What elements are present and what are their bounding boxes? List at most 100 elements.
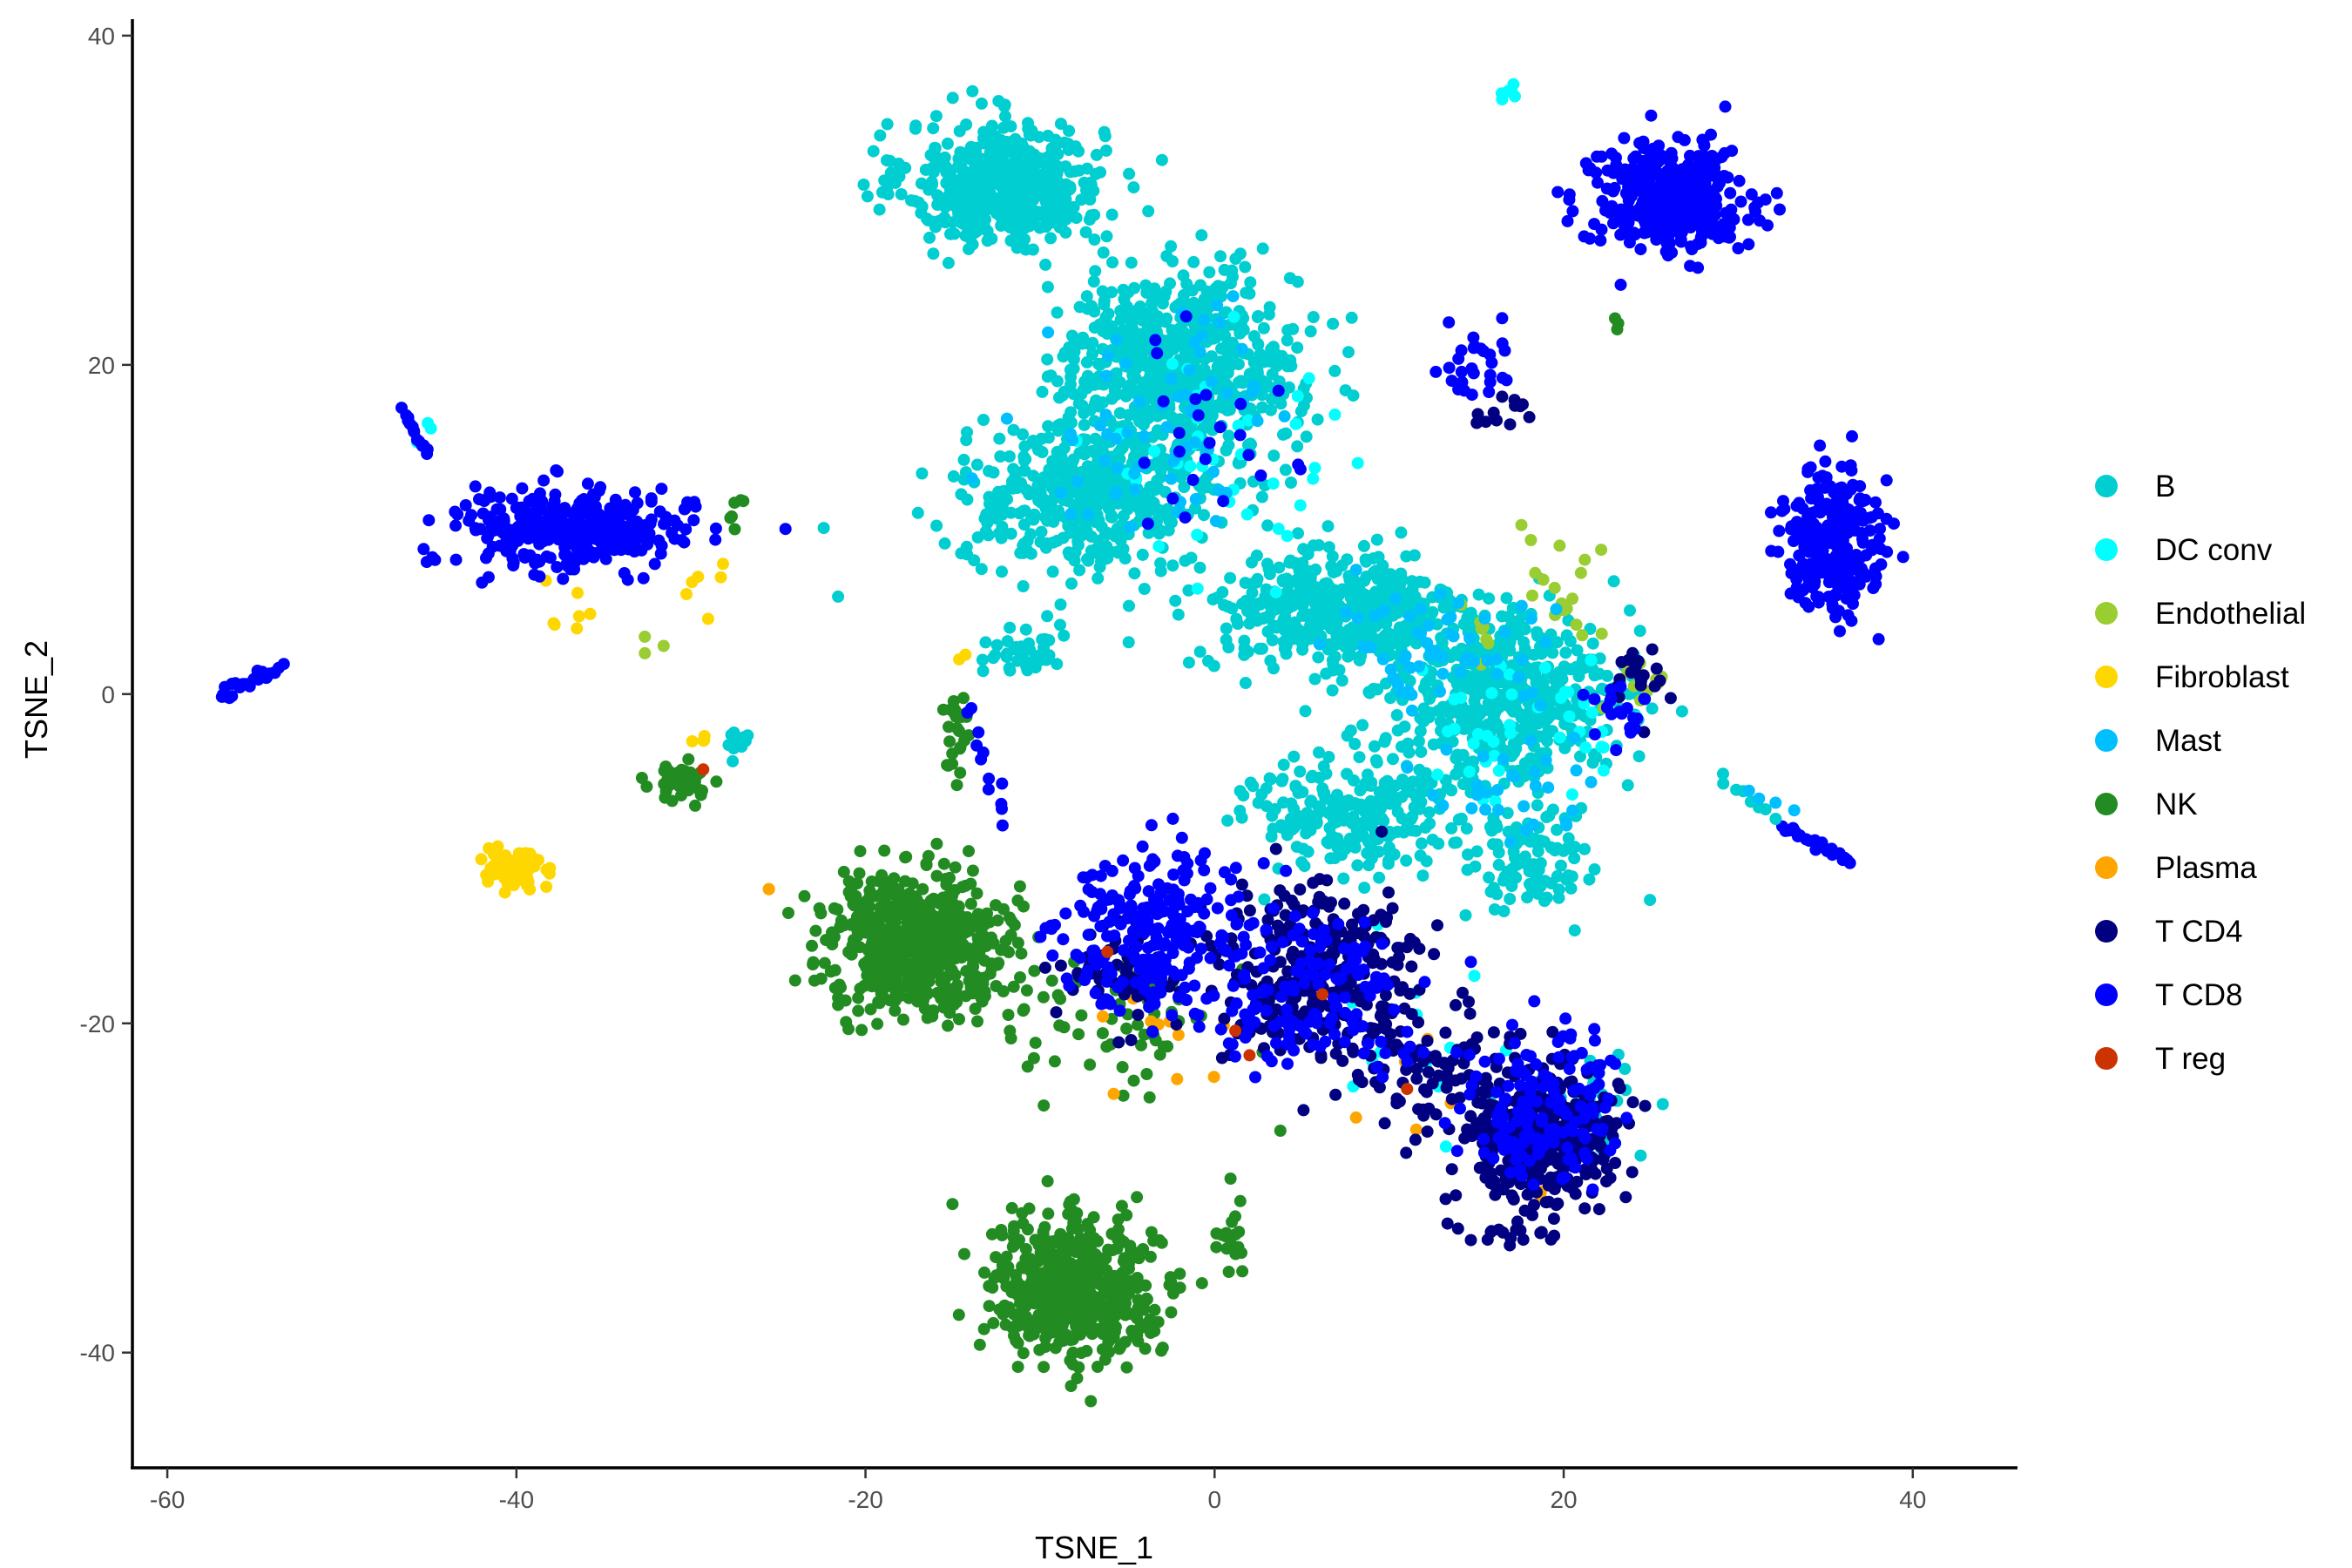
point — [1233, 804, 1247, 817]
point — [1313, 638, 1326, 651]
point — [1585, 654, 1598, 666]
point — [710, 775, 723, 788]
point — [896, 926, 909, 938]
point — [1000, 412, 1013, 425]
point — [883, 994, 896, 1007]
point — [1257, 612, 1269, 625]
point — [1595, 627, 1608, 640]
point — [1047, 1286, 1060, 1298]
point — [852, 991, 865, 1004]
point — [1481, 654, 1494, 667]
point — [1531, 799, 1544, 812]
point — [1019, 623, 1032, 636]
point — [1203, 266, 1216, 279]
point — [1282, 578, 1295, 591]
point — [714, 571, 727, 584]
point — [1348, 774, 1360, 787]
point — [1122, 636, 1135, 649]
point — [1269, 585, 1282, 598]
point — [990, 1269, 1003, 1282]
point — [965, 472, 978, 485]
point — [1485, 686, 1498, 700]
point — [1422, 619, 1435, 632]
point — [1359, 779, 1372, 792]
point — [1042, 420, 1055, 433]
point — [1335, 674, 1348, 687]
point — [1195, 229, 1208, 242]
point — [686, 735, 699, 747]
point — [1198, 509, 1210, 522]
point — [1542, 781, 1555, 794]
point — [899, 161, 912, 174]
point — [1033, 152, 1046, 165]
point — [1358, 574, 1371, 587]
point — [1387, 672, 1400, 685]
point — [1092, 535, 1105, 547]
point — [1098, 1253, 1111, 1266]
point — [1453, 707, 1466, 720]
point — [1574, 750, 1586, 763]
point — [1515, 518, 1528, 531]
point — [983, 1300, 996, 1313]
point — [1444, 611, 1457, 624]
point — [1007, 463, 1020, 476]
point — [854, 845, 867, 858]
point — [1525, 686, 1538, 700]
point — [1291, 341, 1304, 355]
point — [1273, 561, 1286, 574]
point — [1436, 651, 1449, 664]
point — [991, 914, 1004, 927]
point — [1256, 401, 1268, 414]
point — [966, 953, 979, 966]
point — [1024, 129, 1037, 142]
point — [1036, 633, 1049, 646]
point — [1337, 872, 1350, 885]
point — [1081, 461, 1094, 474]
point — [986, 1281, 999, 1294]
point — [1289, 820, 1302, 833]
point — [1079, 226, 1092, 239]
point — [1633, 625, 1646, 638]
point — [1363, 686, 1376, 700]
point — [1450, 678, 1463, 691]
point — [1132, 1278, 1146, 1291]
point — [1085, 178, 1098, 191]
point — [1090, 500, 1103, 513]
point — [853, 867, 866, 880]
point — [1565, 788, 1578, 801]
point — [1406, 704, 1418, 717]
point — [1072, 1294, 1085, 1308]
point — [1432, 705, 1445, 717]
point — [888, 872, 901, 885]
point — [1621, 779, 1634, 792]
point — [1010, 168, 1024, 181]
point — [1119, 357, 1132, 370]
point — [1216, 585, 1229, 598]
point — [1067, 388, 1080, 401]
point — [1358, 882, 1371, 895]
point — [1364, 804, 1377, 817]
point — [1004, 664, 1017, 677]
point — [1020, 984, 1033, 997]
point — [1131, 1312, 1144, 1325]
point — [1205, 350, 1218, 363]
point — [640, 781, 653, 793]
point — [1195, 1277, 1208, 1290]
point — [1100, 1040, 1113, 1053]
point — [1285, 797, 1298, 810]
point — [916, 909, 929, 923]
point — [1255, 642, 1268, 655]
point — [1124, 497, 1137, 510]
point — [1595, 544, 1608, 557]
point — [1067, 362, 1080, 375]
point — [1029, 1037, 1042, 1050]
point — [475, 853, 488, 866]
point — [1032, 1309, 1045, 1322]
point — [1314, 801, 1327, 814]
point — [1474, 687, 1486, 700]
point — [1210, 1240, 1223, 1254]
point — [1003, 173, 1015, 186]
point — [1085, 1395, 1098, 1408]
point — [1290, 558, 1303, 571]
point — [1528, 669, 1541, 682]
